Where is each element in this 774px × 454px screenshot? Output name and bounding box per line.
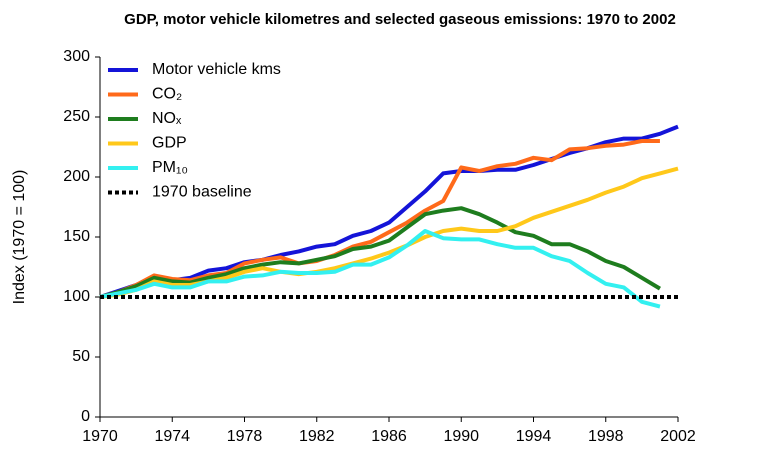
x-tick-label: 1990 (443, 428, 479, 445)
series-line (99, 139, 660, 299)
chart-title: GDP, motor vehicle kilometres and select… (124, 11, 676, 28)
y-tick-label: 200 (63, 168, 90, 185)
x-tick-label: 1994 (516, 428, 552, 445)
x-tick-label: 2002 (660, 428, 696, 445)
legend-label: CO₂ (152, 86, 182, 103)
legend-label: PM₁₀ (152, 159, 188, 176)
y-axis-label: Index (1970 = 100) (11, 170, 28, 305)
legend-label: Motor vehicle kms (152, 61, 281, 78)
series-line (99, 229, 661, 309)
legend-label: GDP (152, 135, 187, 152)
y-tick-label: 150 (63, 228, 90, 245)
y-tick-label: 100 (63, 288, 90, 305)
series-line (99, 124, 679, 299)
legend-label: 1970 baseline (152, 184, 252, 201)
y-tick-label: 300 (63, 48, 90, 65)
x-tick-label: 1986 (371, 428, 407, 445)
x-tick-label: 1998 (588, 428, 624, 445)
y-tick-label: 0 (81, 408, 90, 425)
x-tick-label: 1978 (227, 428, 263, 445)
x-tick-label: 1982 (299, 428, 335, 445)
y-tick-label: 50 (72, 348, 90, 365)
y-tick-label: 250 (63, 108, 90, 125)
series-line (99, 206, 661, 299)
x-tick-label: 1974 (154, 428, 190, 445)
x-tick-label: 1970 (82, 428, 118, 445)
legend-label: NOₓ (152, 110, 182, 127)
